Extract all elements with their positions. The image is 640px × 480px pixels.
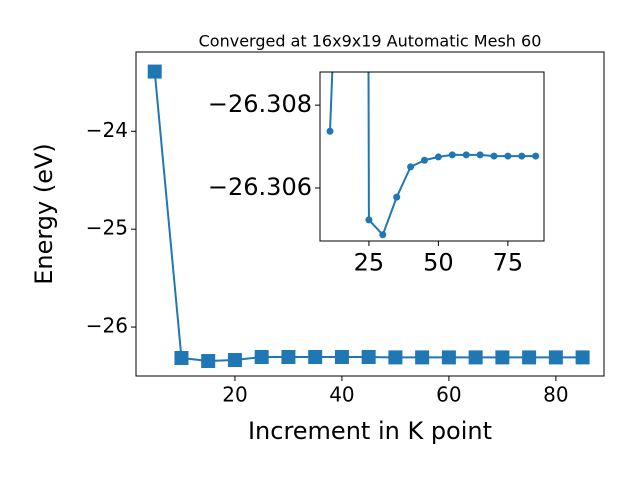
marker bbox=[448, 151, 456, 159]
marker bbox=[308, 350, 323, 365]
marker bbox=[420, 156, 428, 164]
marker bbox=[504, 152, 512, 160]
marker bbox=[379, 231, 387, 239]
marker bbox=[147, 64, 162, 79]
x-tick-label: 60 bbox=[436, 383, 461, 407]
axes-frame bbox=[135, 51, 605, 377]
marker bbox=[393, 193, 401, 201]
marker bbox=[522, 350, 537, 365]
y-tick-label: −26 bbox=[86, 314, 128, 338]
marker bbox=[388, 350, 403, 365]
marker bbox=[415, 350, 430, 365]
y-tick-label: −24 bbox=[86, 118, 128, 142]
marker bbox=[174, 350, 189, 365]
y-tick-label: −26.306 bbox=[208, 173, 312, 201]
marker bbox=[365, 216, 373, 224]
chart-title: Converged at 16x9x19 Automatic Mesh 60 bbox=[199, 32, 542, 51]
y-tick-label: −25 bbox=[86, 216, 128, 240]
marker bbox=[361, 350, 376, 365]
marker bbox=[334, 350, 349, 365]
marker bbox=[495, 350, 510, 365]
marker bbox=[441, 350, 456, 365]
x-axis-label: Increment in K point bbox=[248, 417, 492, 445]
x-tick-label: 50 bbox=[423, 248, 454, 276]
x-tick-label: 75 bbox=[493, 248, 524, 276]
marker bbox=[518, 152, 526, 160]
marker bbox=[462, 151, 470, 159]
marker bbox=[476, 151, 484, 159]
x-tick-label: 80 bbox=[543, 383, 568, 407]
marker bbox=[434, 153, 442, 161]
y-axis-label: Energy (eV) bbox=[30, 143, 58, 285]
marker bbox=[490, 152, 498, 160]
marker bbox=[201, 354, 216, 369]
x-tick-label: 25 bbox=[354, 248, 385, 276]
marker bbox=[575, 350, 590, 365]
marker bbox=[254, 350, 269, 365]
marker bbox=[548, 350, 563, 365]
x-tick-label: 20 bbox=[222, 383, 247, 407]
marker bbox=[468, 350, 483, 365]
marker bbox=[227, 353, 242, 368]
marker bbox=[281, 350, 296, 365]
axes-frame bbox=[319, 71, 545, 242]
x-tick-label: 40 bbox=[329, 383, 354, 407]
marker bbox=[532, 152, 540, 160]
y-tick-label: −26.308 bbox=[208, 90, 312, 118]
marker bbox=[407, 163, 415, 171]
marker bbox=[326, 127, 334, 135]
